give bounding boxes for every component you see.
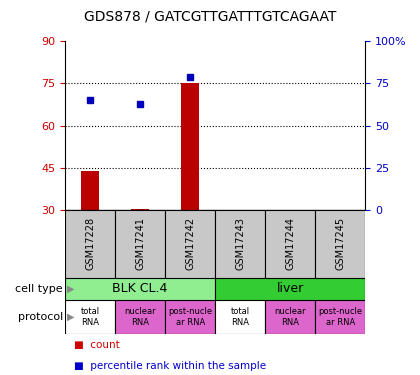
Text: post-nucle
ar RNA: post-nucle ar RNA [318, 307, 362, 327]
Bar [65, 210, 115, 278]
Text: total
RNA: total RNA [81, 307, 100, 327]
Bar [265, 210, 315, 278]
Bar [315, 210, 365, 278]
Text: GSM17242: GSM17242 [185, 217, 195, 270]
Bar [131, 209, 149, 210]
Text: cell type: cell type [16, 284, 63, 294]
Bar [181, 84, 199, 210]
Bar [65, 300, 115, 334]
Bar [265, 300, 315, 334]
Text: post-nucle
ar RNA: post-nucle ar RNA [168, 307, 212, 327]
Text: nuclear
RNA: nuclear RNA [124, 307, 156, 327]
Text: protocol: protocol [18, 312, 63, 322]
Text: nuclear
RNA: nuclear RNA [275, 307, 306, 327]
Bar [165, 210, 215, 278]
Text: liver: liver [277, 282, 304, 295]
Text: GSM17243: GSM17243 [235, 217, 245, 270]
Text: ▶: ▶ [67, 312, 75, 322]
Bar [115, 300, 165, 334]
Text: GSM17241: GSM17241 [135, 217, 145, 270]
Bar [65, 278, 215, 300]
Text: GSM17245: GSM17245 [336, 217, 345, 270]
Text: GSM17228: GSM17228 [85, 217, 95, 270]
Text: GDS878 / GATCGTTGATTTGTCAGAAT: GDS878 / GATCGTTGATTTGTCAGAAT [84, 10, 336, 24]
Bar [165, 300, 215, 334]
Text: ■  percentile rank within the sample: ■ percentile rank within the sample [74, 361, 265, 370]
Bar [315, 300, 365, 334]
Text: GSM17244: GSM17244 [285, 217, 295, 270]
Bar [81, 171, 99, 210]
Bar [115, 210, 165, 278]
Text: ▶: ▶ [67, 284, 75, 294]
Bar [215, 300, 265, 334]
Bar [215, 210, 265, 278]
Text: ■  count: ■ count [74, 340, 119, 350]
Text: total
RNA: total RNA [231, 307, 250, 327]
Text: BLK CL.4: BLK CL.4 [113, 282, 168, 295]
Bar [215, 278, 365, 300]
